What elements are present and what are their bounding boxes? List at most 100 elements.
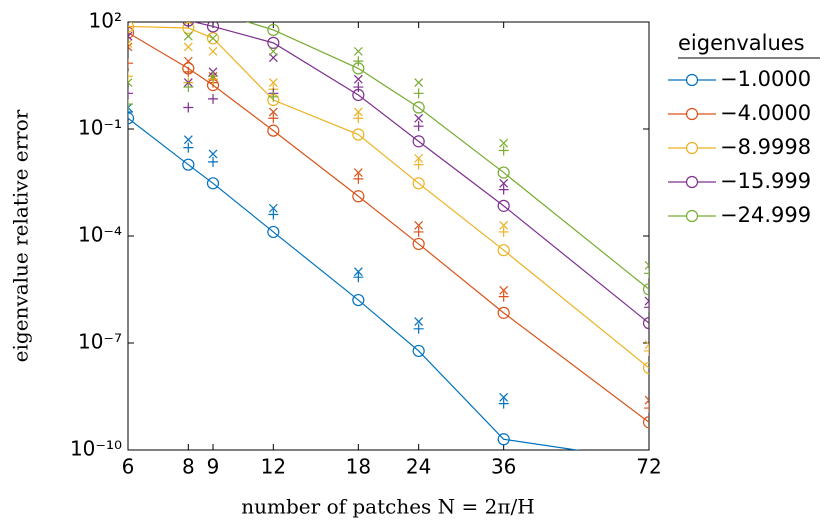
data-point: [412, 237, 425, 251]
cross-marker: [644, 296, 649, 306]
data-point: [182, 22, 195, 27]
data-point: [267, 225, 280, 239]
x-tick-label: 36: [491, 455, 516, 479]
cross-marker: [414, 220, 424, 230]
plus-marker: [498, 145, 509, 156]
plus-marker: [644, 345, 649, 356]
cross-marker: [183, 135, 193, 145]
data-point: [128, 26, 135, 39]
cross-marker: [128, 103, 133, 112]
plus-marker: [268, 209, 279, 220]
data-point: [642, 317, 649, 330]
data-point: [182, 158, 195, 171]
x-tick-label: 12: [261, 455, 286, 479]
data-point: [412, 344, 425, 358]
y-tick-label: 10⁻¹: [78, 116, 122, 140]
plus-marker: [128, 71, 133, 82]
data-point: [497, 433, 510, 446]
cross-marker: [499, 138, 509, 148]
cross-marker: [268, 107, 278, 117]
cross-marker: [644, 395, 649, 405]
cross-marker: [268, 78, 278, 88]
x-tick-label: 72: [636, 455, 661, 479]
legend-marker: [685, 107, 699, 121]
data-point: [352, 293, 365, 307]
series-line: [245, 22, 649, 290]
data-point: [642, 283, 649, 296]
plus-marker: [498, 226, 509, 237]
plus-marker: [413, 88, 424, 99]
plus-marker: [413, 226, 424, 237]
data-point: [642, 416, 649, 429]
plus-marker: [644, 268, 649, 279]
data-point: [267, 124, 280, 137]
cross-marker: [353, 74, 363, 84]
legend-label: −4.0000: [720, 101, 811, 125]
cross-marker: [414, 113, 424, 123]
plus-marker: [413, 323, 424, 334]
cross-marker: [128, 42, 133, 52]
y-tick-label: 10⁻¹⁰: [70, 437, 122, 461]
plus-marker: [128, 88, 133, 99]
data-point: [267, 23, 280, 37]
series-line: [128, 32, 649, 423]
data-point: [497, 244, 510, 257]
legend-marker: [685, 175, 699, 189]
legend-label: −1.0000: [720, 67, 811, 91]
cross-marker: [208, 149, 218, 159]
data-point: [128, 112, 135, 125]
cross-marker: [268, 203, 278, 213]
cross-marker: [268, 46, 278, 56]
data-point: [267, 36, 280, 49]
plus-marker: [208, 93, 219, 104]
y-axis-label: eigenvalue relative error: [9, 109, 33, 362]
x-tick-label: 24: [406, 455, 431, 479]
legend-label: −15.999: [720, 169, 811, 193]
plus-marker: [353, 113, 364, 124]
cross-marker: [499, 285, 509, 295]
data-point: [206, 177, 220, 190]
x-tick-label: 6: [122, 455, 135, 479]
cross-marker: [128, 39, 133, 48]
cross-marker: [268, 53, 278, 63]
plus-marker: [498, 184, 509, 195]
plus-marker: [644, 403, 649, 414]
plus-marker: [413, 121, 424, 132]
plus-marker: [183, 82, 194, 93]
x-tick-label: 8: [182, 455, 195, 479]
cross-marker: [208, 46, 218, 56]
cross-marker: [353, 107, 363, 117]
plus-marker: [353, 56, 364, 67]
cross-marker: [128, 78, 133, 88]
series-line: [191, 22, 649, 324]
plus-marker: [208, 71, 219, 82]
legend-title: eigenvalues: [678, 31, 805, 55]
plus-marker: [353, 82, 364, 93]
cross-marker: [353, 168, 363, 178]
data-point: [497, 166, 510, 179]
cross-marker: [644, 260, 649, 270]
plus-marker: [353, 173, 364, 184]
plus-marker: [183, 142, 194, 153]
plus-marker: [183, 66, 194, 77]
data-point: [352, 190, 365, 203]
cross-marker: [183, 56, 193, 66]
plus-marker: [644, 302, 649, 313]
plus-marker: [498, 291, 509, 302]
cross-marker: [183, 31, 193, 41]
data-point: [412, 177, 425, 190]
legend-marker: [685, 73, 699, 87]
data-point: [128, 22, 135, 33]
cross-marker: [353, 46, 363, 56]
cross-marker: [414, 78, 424, 88]
plus-marker: [128, 99, 133, 110]
data-point: [412, 101, 425, 114]
cross-marker: [414, 153, 424, 163]
plot-area: [128, 22, 649, 450]
plus-marker: [353, 272, 364, 283]
data-point: [412, 135, 425, 148]
legend-label: −8.9998: [720, 135, 811, 159]
data-point: [182, 22, 195, 35]
x-axis-label: number of patches N = 2π/H: [241, 495, 534, 519]
